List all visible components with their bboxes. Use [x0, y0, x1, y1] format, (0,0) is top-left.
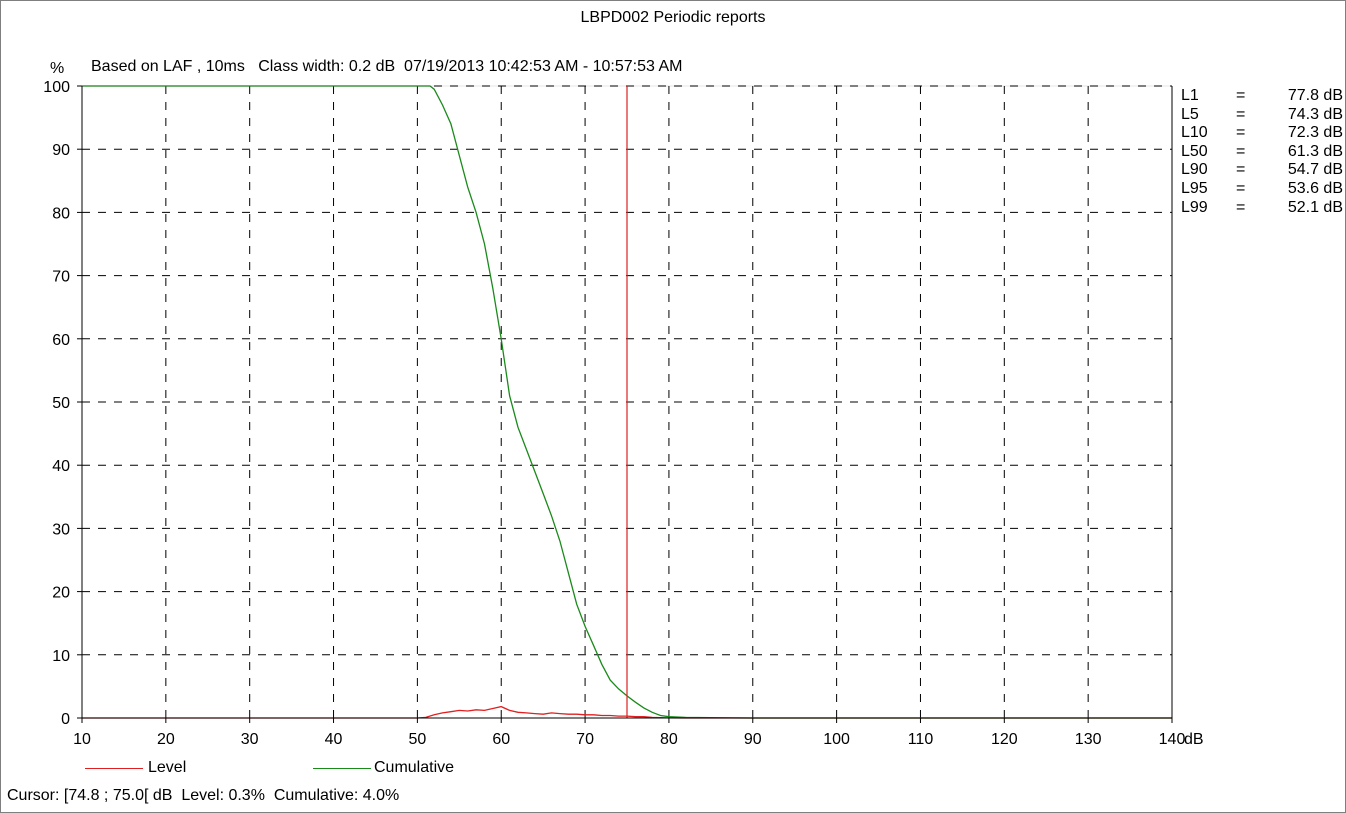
series-cumulative-line [82, 85, 1172, 719]
legend-cumulative-label: Cumulative [374, 759, 455, 776]
stat-name: L99 [1181, 198, 1208, 216]
y-axis-unit-label: % [50, 60, 65, 77]
y-tick-label: 70 [52, 269, 70, 286]
x-tick-label: 20 [157, 731, 175, 748]
stat-equals: = [1236, 105, 1246, 123]
stat-value: 54.7 dB [1287, 161, 1343, 179]
stat-equals: = [1236, 124, 1246, 142]
y-tick-label: 50 [52, 395, 70, 412]
stat-name: L1 [1181, 87, 1199, 104]
x-tick-label: 10 [73, 731, 91, 748]
chart-title: LBPD002 Periodic reports [580, 9, 766, 26]
y-tick-label: 60 [52, 332, 70, 349]
tick-labels: 10 20 30 40 50 60 70 80 90 100 110 120 130 140dB01020… [43, 79, 1203, 748]
x-tick-label: 140 [1159, 731, 1186, 748]
y-tick-label: 40 [52, 458, 70, 475]
legend-level-label: Level [148, 759, 187, 776]
stat-value: 74.3 dB [1287, 105, 1343, 123]
x-tick-label: 60 [492, 731, 510, 748]
legend-cumulative-swatch [313, 768, 371, 769]
x-tick-label: 120 [991, 731, 1018, 748]
y-tick-label: 20 [52, 585, 70, 602]
stat-equals: = [1236, 179, 1246, 197]
series-layer [82, 85, 1172, 719]
x-tick-label: 50 [408, 731, 426, 748]
stat-equals: = [1236, 142, 1246, 160]
x-tick-label: 100 [823, 731, 850, 748]
y-tick-label: 90 [52, 142, 70, 159]
x-tick-label: 110 [908, 731, 934, 748]
chart-subtitle: Based on LAF , 10ms Class width: 0.2 dB … [91, 58, 683, 75]
y-tick-label: 100 [43, 79, 70, 96]
x-tick-label: 70 [576, 731, 594, 748]
stat-equals: = [1236, 198, 1246, 216]
x-axis-unit-label: dB [1184, 731, 1204, 748]
stat-value: 77.8 dB [1287, 87, 1343, 104]
stat-name: L90 [1181, 161, 1208, 179]
series-level-line [82, 705, 1172, 719]
stat-value: 61.3 dB [1287, 142, 1343, 160]
x-tick-label: 80 [660, 731, 678, 748]
x-tick-label: 130 [1075, 731, 1102, 748]
stat-name: L10 [1181, 124, 1208, 142]
y-tick-label: 30 [52, 521, 70, 538]
axes [77, 85, 1173, 723]
stat-equals: = [1236, 87, 1246, 104]
cursor-readout: Cursor: [74.8 ; 75.0[ dB Level: 0.3% Cum… [7, 787, 400, 804]
y-tick-label: 0 [61, 711, 70, 728]
stat-name: L50 [1181, 142, 1208, 160]
y-tick-label: 10 [52, 648, 70, 665]
stat-name: L95 [1181, 179, 1208, 197]
x-tick-label: 90 [744, 731, 762, 748]
x-tick-label: 30 [241, 731, 259, 748]
stat-value: 53.6 dB [1287, 179, 1343, 197]
x-tick-label: 40 [325, 731, 343, 748]
legend-level-swatch [85, 768, 143, 769]
stat-value: 72.3 dB [1287, 124, 1343, 142]
stat-value: 52.1 dB [1287, 198, 1343, 216]
stat-name: L5 [1181, 105, 1199, 123]
y-tick-label: 80 [52, 205, 70, 222]
stat-equals: = [1236, 161, 1246, 179]
